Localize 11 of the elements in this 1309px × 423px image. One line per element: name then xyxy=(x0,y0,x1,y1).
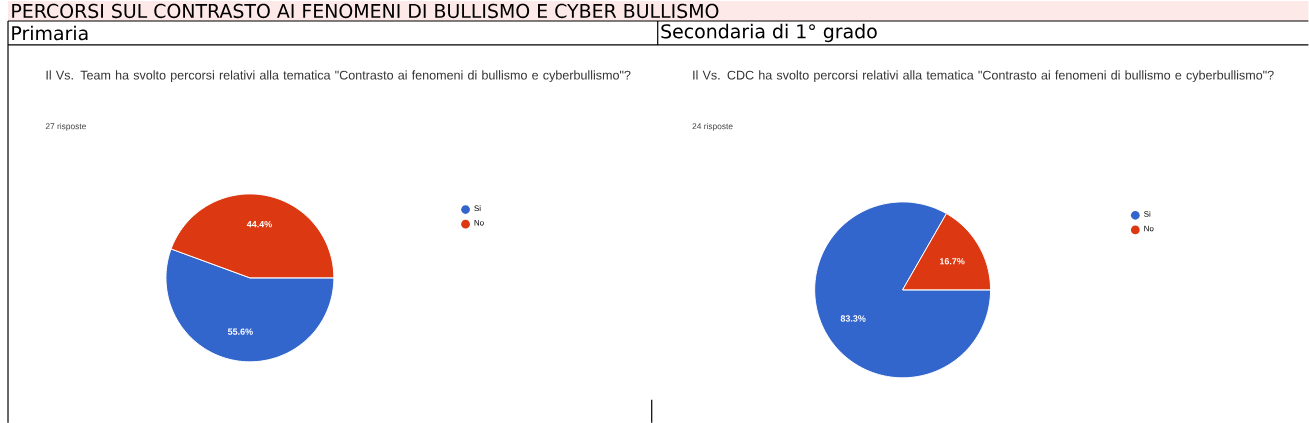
data-label: 83.3% xyxy=(840,315,866,322)
text: Primaria xyxy=(12,25,88,41)
chart-title: Il Vs. Team ha svolto percorsi relativi alla tematica "Contrasto ai fenomeni di bullismo e cyberbullismo"? xyxy=(46,70,631,82)
text: 24 risposte xyxy=(692,122,733,131)
data-label: 55.6% xyxy=(227,328,253,335)
text: Secondaria di 1° grado xyxy=(661,23,877,42)
chart-title: Il Vs. CDC ha svolto percorsi relativi alla tematica "Contrasto ai fenomeni di bullismo e cyberbullismo"? xyxy=(693,70,1274,82)
text: PERCORSI SUL CONTRASTO AI FENOMENI DI BULLISMO E CYBER BULLISMO xyxy=(12,3,719,18)
data-label: 44.4% xyxy=(246,220,272,228)
text: 27 risposte xyxy=(45,122,86,131)
data-label: 16.7% xyxy=(939,257,965,265)
